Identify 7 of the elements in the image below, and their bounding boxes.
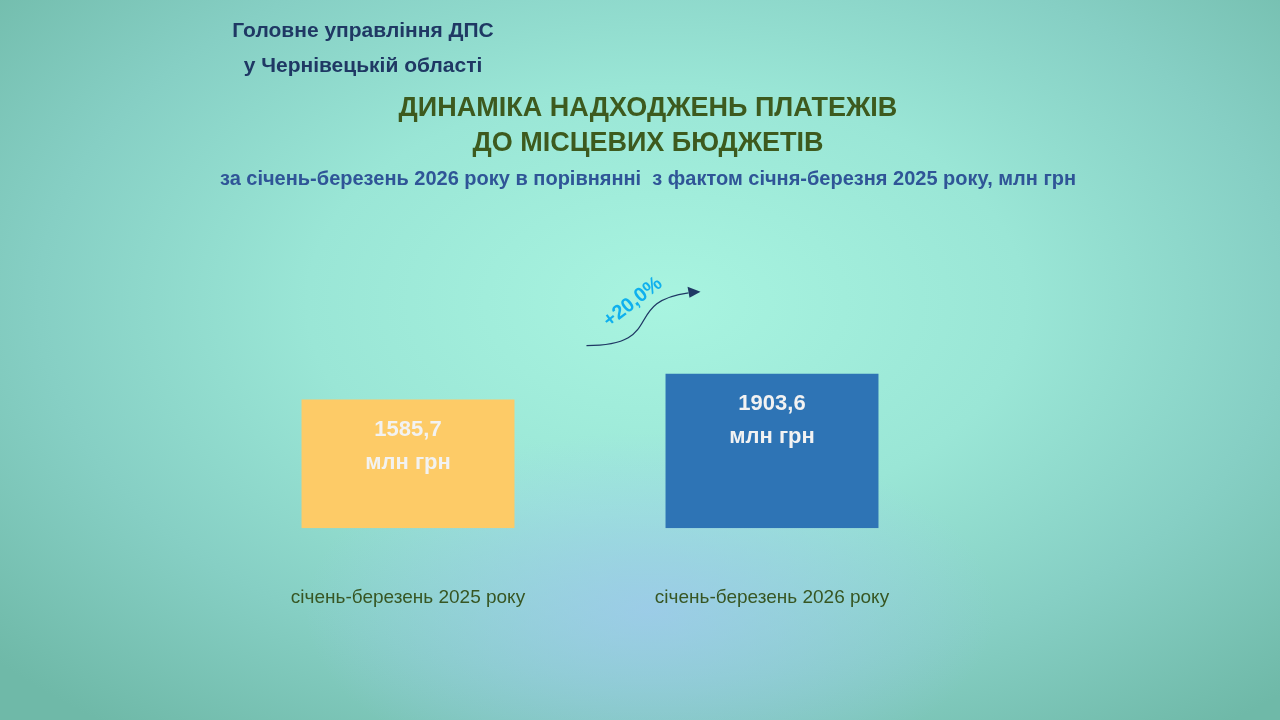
x-tick-label: січень-березень 2026 року [654, 585, 890, 607]
chart-title: ДИНАМІКА НАДХОДЖЕНЬ ПЛАТЕЖІВ ДО МІСЦЕВИХ БЮДЖЕТІВ [397, 91, 899, 159]
x-tick-label: січень-березень 2025 року [290, 585, 526, 607]
text: Головне управління ДПС у Чернівецькій області [231, 17, 495, 78]
data-label: 1585,7 млн грн [365, 415, 451, 474]
chart-subtitle: за січень-березень 2026 року в порівнянні з фактом січня-березня 2025 року, млн грн [218, 166, 1077, 190]
data-label: 1903,6 млн грн [729, 389, 815, 448]
